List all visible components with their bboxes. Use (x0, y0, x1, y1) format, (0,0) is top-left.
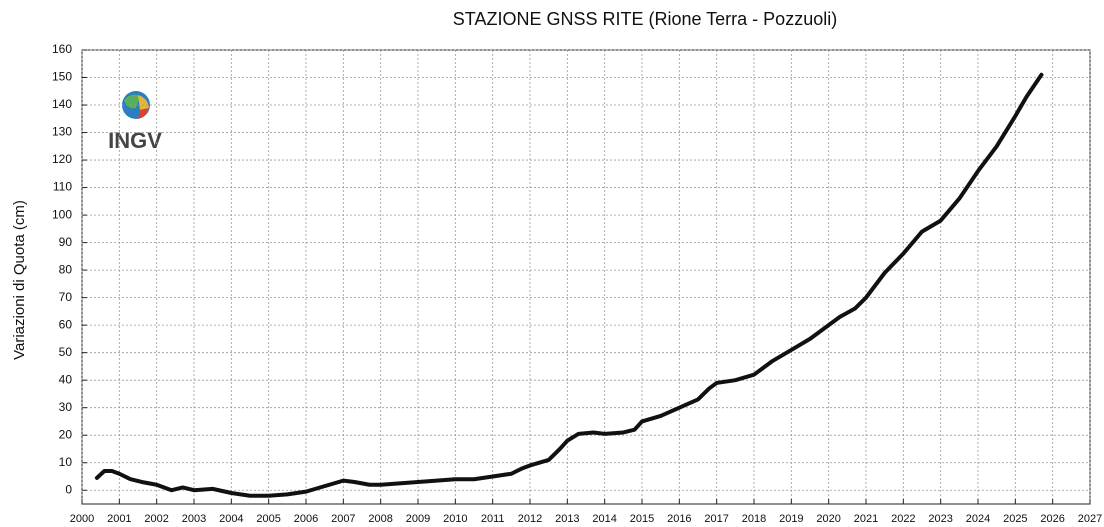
x-tick-label: 2012 (518, 513, 542, 525)
x-tick-label: 2000 (70, 513, 94, 525)
data-line (94, 72, 1044, 498)
x-tick-label: 2006 (294, 513, 318, 525)
x-tick-label: 2003 (182, 513, 206, 525)
x-tick-label: 2020 (816, 513, 840, 525)
x-tick-label: 2021 (854, 513, 878, 525)
y-tick-label: 0 (65, 482, 72, 496)
y-tick-label: 10 (59, 455, 73, 469)
logo: INGV (108, 91, 162, 153)
y-tick-label: 50 (59, 345, 73, 359)
y-tick-label: 130 (52, 125, 72, 139)
chart-title: STAZIONE GNSS RITE (Rione Terra - Pozzuo… (453, 9, 837, 29)
x-tick-label: 2024 (966, 513, 990, 525)
y-tick-label: 20 (59, 427, 73, 441)
y-axis-label: Variazioni di Quota (cm) (11, 200, 28, 360)
y-tick-label: 70 (59, 290, 73, 304)
x-tick-label: 2026 (1040, 513, 1064, 525)
logo-text: INGV (108, 128, 162, 153)
x-tick-label: 2017 (704, 513, 728, 525)
y-tick-label: 60 (59, 317, 73, 331)
y-tick-label: 120 (52, 152, 72, 166)
x-tick-label: 2027 (1078, 513, 1102, 525)
x-tick-label: 2004 (219, 513, 243, 525)
x-tick-label: 2009 (406, 513, 430, 525)
y-tick-label: 100 (52, 207, 72, 221)
x-tick-label: 2018 (742, 513, 766, 525)
x-tick-label: 2025 (1003, 513, 1027, 525)
x-tick-label: 2019 (779, 513, 803, 525)
y-tick-label: 40 (59, 372, 73, 386)
y-tick-label: 150 (52, 70, 72, 84)
y-tick-label: 140 (52, 97, 72, 111)
x-tick-label: 2016 (667, 513, 691, 525)
y-tick-label: 110 (53, 180, 72, 194)
x-tick-label: 2022 (891, 513, 915, 525)
x-tick-label: 2023 (928, 513, 952, 525)
x-tick-label: 2005 (256, 513, 280, 525)
x-tick-label: 2001 (107, 513, 131, 525)
plot-area (81, 49, 1091, 505)
y-tick-label: 30 (59, 400, 73, 414)
y-tick-label: 80 (59, 262, 73, 276)
x-tick-label: 2002 (144, 513, 168, 525)
x-tick-label: 2008 (368, 513, 392, 525)
x-tick-label: 2015 (630, 513, 654, 525)
y-tick-label: 90 (59, 235, 73, 249)
x-tick-label: 2013 (555, 513, 579, 525)
y-tick-label: 160 (52, 42, 72, 56)
x-tick-label: 2007 (331, 513, 355, 525)
x-tick-label: 2014 (592, 513, 616, 525)
x-tick-label: 2011 (481, 513, 505, 525)
x-tick-label: 2010 (443, 513, 467, 525)
